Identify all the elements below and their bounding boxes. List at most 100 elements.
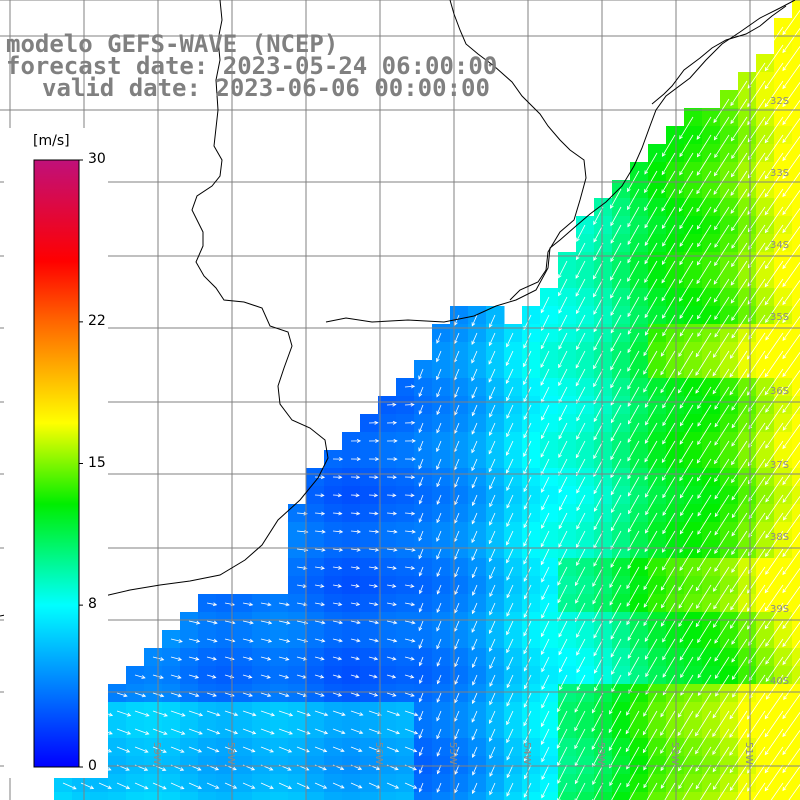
wind-cell xyxy=(792,576,800,595)
wind-arrow xyxy=(765,440,784,467)
wind-arrow-head xyxy=(696,171,701,176)
wind-arrow-head xyxy=(660,352,665,357)
wind-arrow xyxy=(436,728,442,739)
wind-arrow-head xyxy=(714,243,719,248)
wind-cell xyxy=(792,234,800,253)
wind-arrow xyxy=(541,494,550,510)
wind-arrow xyxy=(695,350,712,376)
wind-arrow xyxy=(436,350,442,362)
wind-arrow xyxy=(731,224,748,249)
wind-arrow-head xyxy=(679,530,684,535)
wind-arrow xyxy=(419,404,424,415)
wind-arrow xyxy=(628,674,640,694)
wind-arrow xyxy=(541,476,550,493)
wind-arrow xyxy=(489,314,496,328)
wind-arrow xyxy=(489,674,496,687)
wind-arrow xyxy=(695,692,712,718)
wind-arrow xyxy=(558,512,568,529)
wind-arrow-head xyxy=(660,713,665,718)
wind-arrow xyxy=(188,782,202,789)
wind-arrow-head xyxy=(576,506,581,512)
wind-arrow xyxy=(662,512,676,534)
wind-arrow xyxy=(715,656,730,679)
wind-arrow xyxy=(556,710,568,731)
wind-arrow-head xyxy=(356,638,361,643)
wind-arrow xyxy=(627,170,640,192)
wind-arrow xyxy=(765,620,784,647)
wind-arrow-head xyxy=(662,656,666,661)
wind-arrow-head xyxy=(679,171,683,176)
wind-arrow-head xyxy=(505,469,510,474)
wind-arrow-head xyxy=(471,556,476,561)
wind-arrow-head xyxy=(557,779,561,784)
wind-arrow-head xyxy=(677,713,682,718)
wind-arrow-head xyxy=(782,750,787,756)
wind-arrow xyxy=(418,710,424,721)
wind-arrow xyxy=(314,566,325,569)
wind-arrow xyxy=(454,584,460,595)
wind-cell xyxy=(522,792,541,800)
wind-arrow xyxy=(713,566,730,592)
wind-arrow-head xyxy=(454,590,459,596)
wind-arrow-head xyxy=(321,638,326,643)
wind-arrow-head xyxy=(410,584,415,588)
wind-arrow-head xyxy=(471,646,476,651)
wind-arrow-head xyxy=(782,228,787,234)
wind-arrow xyxy=(278,710,293,716)
wind-cell xyxy=(792,432,800,451)
wind-arrow-head xyxy=(418,465,422,470)
wind-arrow xyxy=(296,602,307,606)
wind-arrow xyxy=(661,260,676,283)
wind-arrow-head xyxy=(765,336,770,341)
wind-arrow-head xyxy=(523,542,527,547)
wind-arrow-head xyxy=(162,785,167,790)
wind-arrow xyxy=(730,566,748,593)
wind-arrow xyxy=(454,746,460,757)
wind-arrow-head xyxy=(782,336,787,342)
wind-arrow-head xyxy=(540,543,545,548)
wind-cell xyxy=(792,792,800,800)
wind-arrow-head xyxy=(216,712,221,717)
wind-arrow-head xyxy=(541,524,545,529)
wind-arrow-head xyxy=(644,170,649,175)
wind-arrow-head xyxy=(593,436,598,441)
wind-arrow xyxy=(170,710,185,717)
wind-arrow xyxy=(731,548,748,573)
wind-arrow xyxy=(386,746,399,752)
wind-cell xyxy=(378,792,397,800)
wind-arrow-head xyxy=(303,511,308,516)
wind-arrow xyxy=(472,602,478,614)
wind-arrow xyxy=(558,260,568,278)
wind-arrow xyxy=(592,584,604,604)
wind-arrow xyxy=(714,152,730,176)
wind-arrow-head xyxy=(145,731,150,735)
wind-arrow-head xyxy=(714,315,718,320)
wind-arrow xyxy=(368,602,378,606)
wind-arrow xyxy=(576,548,586,566)
wind-arrow-head xyxy=(610,653,615,658)
wind-arrow xyxy=(765,548,784,575)
wind-arrow-head xyxy=(610,401,615,406)
wind-arrow-head xyxy=(410,511,416,516)
wind-arrow xyxy=(626,602,640,625)
wind-arrow-head xyxy=(713,298,718,303)
wind-arrow-head xyxy=(575,256,580,261)
wind-arrow-head xyxy=(765,642,769,647)
wind-arrow-head xyxy=(731,496,736,501)
wind-arrow xyxy=(332,692,342,697)
wind-arrow xyxy=(224,638,235,642)
wind-arrow-head xyxy=(377,730,382,735)
wind-arrow xyxy=(662,638,676,660)
wind-arrow-head xyxy=(540,471,545,476)
wind-cell xyxy=(702,792,721,800)
wind-arrow-head xyxy=(523,523,528,529)
wind-arrow-head xyxy=(471,340,476,346)
wind-arrow-head xyxy=(678,207,683,212)
wind-arrow xyxy=(731,242,748,267)
colorbar-tick-label: 0 xyxy=(88,758,97,774)
wind-arrow-head xyxy=(392,493,397,498)
wind-arrow xyxy=(610,368,622,388)
wind-arrow xyxy=(314,512,325,515)
wind-arrow xyxy=(765,314,784,341)
